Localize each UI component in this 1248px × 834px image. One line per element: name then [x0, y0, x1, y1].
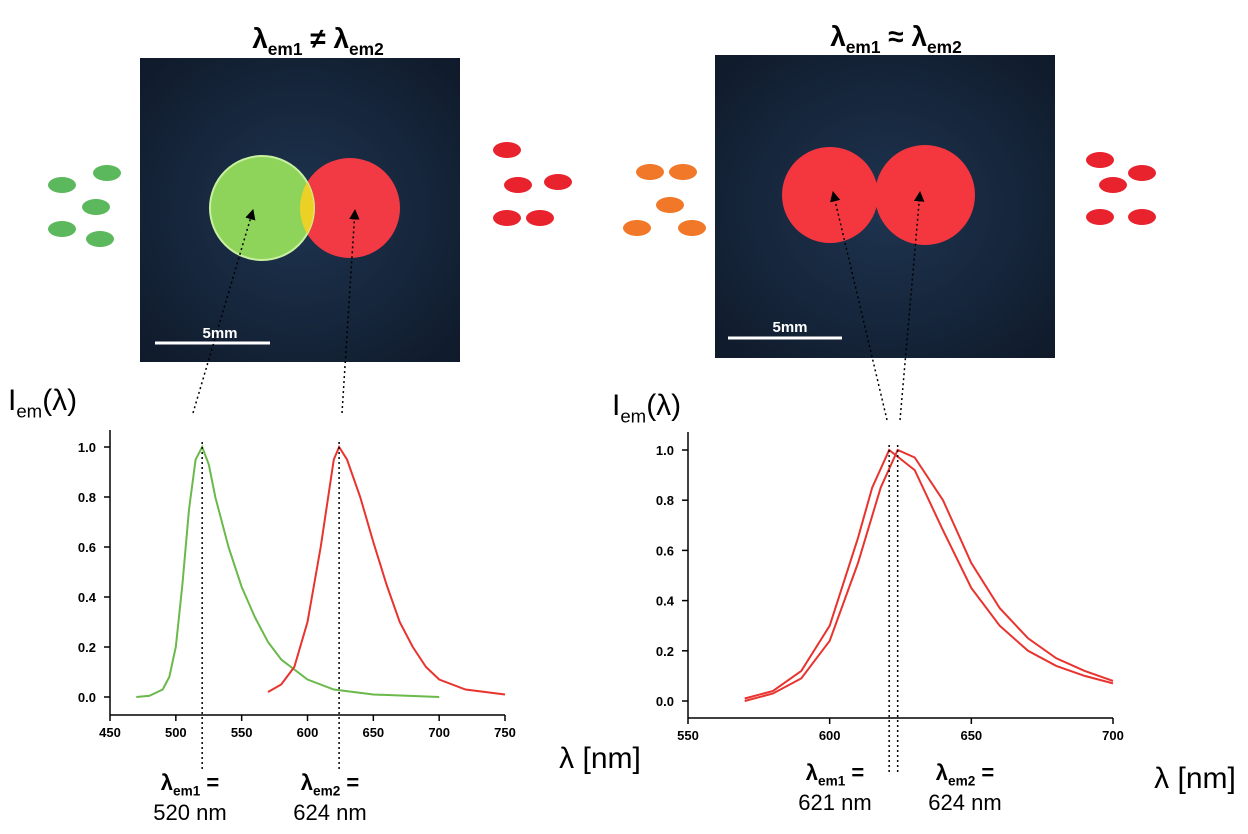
peak-symbol: λem2 = [936, 760, 995, 789]
x-tick-label: 700 [428, 725, 450, 740]
peak-value: 520 nm [153, 800, 226, 825]
peak-symbol-part: = [340, 770, 359, 795]
panel-title-part: ≠ λ [303, 23, 350, 54]
arrows [192, 190, 925, 421]
peak-symbol-part: = [845, 760, 864, 785]
peak-symbol-part: λ [301, 770, 313, 795]
peak-symbol-part: = [975, 760, 994, 785]
peak-symbol-part: em2 [313, 784, 341, 799]
x-tick-label: 550 [231, 725, 253, 740]
x-tick-label: 450 [99, 725, 121, 740]
peak-symbol-part: λ [806, 760, 818, 785]
peak-symbol-part: em2 [948, 774, 976, 789]
peak-symbol-part: = [200, 770, 219, 795]
y-axis-label-part: (λ) [646, 389, 681, 422]
y-tick-label: 0.0 [78, 690, 96, 705]
y-axis-label-part: em [620, 406, 646, 427]
y-tick-label: 1.0 [78, 440, 96, 455]
scale-label: 5mm [202, 325, 237, 342]
peak-symbol-part: em1 [818, 774, 846, 789]
panel-title-part: em1 [846, 37, 881, 57]
panel-title: λem1 ≈ λem2 [830, 21, 962, 57]
peak-value: 621 nm [798, 790, 871, 815]
panel-title-part: em2 [349, 39, 384, 59]
panel-title-part: λ [252, 23, 268, 54]
y-axis-label-part: (λ) [42, 384, 77, 417]
panel-title-part: em1 [268, 39, 303, 59]
x-tick-label: 750 [494, 725, 516, 740]
x-tick-label: 600 [297, 725, 319, 740]
peak-symbol-part: λ [161, 770, 173, 795]
y-tick-label: 0.2 [656, 644, 674, 659]
y-tick-label: 1.0 [656, 443, 674, 458]
peak-symbol-part: em1 [173, 784, 201, 799]
spectrum-line [267, 444, 506, 696]
x-tick-label: 600 [819, 728, 841, 743]
x-tick-label: 550 [677, 728, 699, 743]
panel-title-part: ≈ λ [881, 21, 928, 52]
y-tick-label: 0.4 [78, 590, 97, 605]
spectrum-line [744, 448, 1114, 700]
y-tick-label: 0.6 [78, 540, 96, 555]
panel-title-part: em2 [927, 37, 962, 57]
y-tick-label: 0.4 [656, 594, 675, 609]
y-tick-label: 0.2 [78, 640, 96, 655]
y-tick-label: 0.8 [78, 490, 96, 505]
spectrum-line [136, 444, 440, 698]
scale-label: 5mm [772, 319, 807, 336]
peak-symbol: λem1 = [806, 760, 865, 789]
panel-title-part: λ [830, 21, 846, 52]
peak-symbol: λem1 = [161, 770, 220, 799]
y-tick-label: 0.0 [656, 694, 674, 709]
molecule-dots [48, 142, 1156, 247]
peak-value: 624 nm [928, 790, 1001, 815]
x-axis-label: λ [nm] [1154, 762, 1236, 795]
y-axis-label: Iem(λ) [8, 384, 77, 422]
x-tick-label: 500 [165, 725, 187, 740]
panel-title: λem1 ≠ λem2 [252, 23, 384, 59]
y-tick-label: 0.8 [656, 493, 674, 508]
y-axis-label-part: I [612, 389, 620, 422]
photo-right [715, 55, 1055, 358]
x-tick-label: 650 [362, 725, 384, 740]
peak-symbol-part: λ [936, 760, 948, 785]
y-axis-label-part: em [16, 401, 42, 422]
y-axis-label: Iem(λ) [612, 389, 681, 427]
x-tick-label: 650 [960, 728, 982, 743]
peak-symbol: λem2 = [301, 770, 360, 799]
peak-value: 624 nm [293, 800, 366, 825]
x-tick-label: 700 [1102, 728, 1124, 743]
x-axis-label: λ [nm] [559, 742, 641, 775]
photo-left [140, 58, 460, 362]
y-axis-label-part: I [8, 384, 16, 417]
spectrum-line [744, 448, 1114, 702]
y-tick-label: 0.6 [656, 543, 674, 558]
